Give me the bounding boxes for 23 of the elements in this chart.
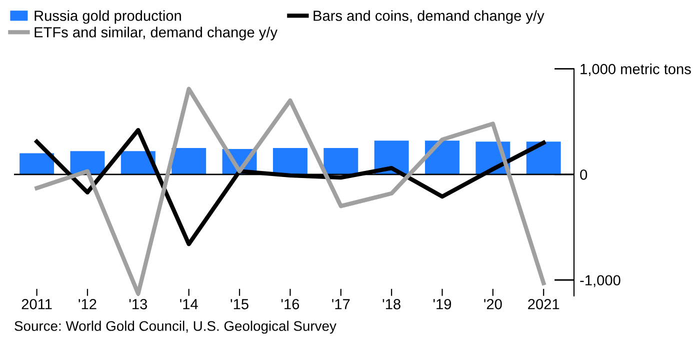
legend-label: Russia gold production <box>34 10 181 24</box>
x-tick-label: '19 <box>433 299 452 310</box>
x-tick-label: 2021 <box>528 299 560 310</box>
x-tick-label: '13 <box>129 299 148 310</box>
legend-label: Bars and coins, demand change y/y <box>314 10 544 24</box>
x-tick-label: '15 <box>230 299 248 310</box>
x-tick-label: '12 <box>78 299 96 310</box>
bar <box>272 148 308 174</box>
legend-label: ETFs and similar, demand change y/y <box>34 26 278 40</box>
x-tick-label: 2011 <box>22 299 52 310</box>
y-tick-label: 1,000 metric tons <box>580 64 691 76</box>
x-tick-label: '16 <box>281 299 300 310</box>
x-tick-label: '14 <box>180 299 198 310</box>
line-series <box>34 86 546 296</box>
bar <box>172 148 206 174</box>
x-tick-label: '17 <box>332 299 350 310</box>
source-note: Source: World Gold Council, U.S. Geological Survey <box>14 320 336 334</box>
bar <box>324 148 358 174</box>
bar <box>20 153 54 174</box>
y-tick-label: -1,000 <box>580 275 620 288</box>
x-tick-label: '20 <box>484 299 502 310</box>
y-tick-label: 0 <box>580 170 588 180</box>
x-tick-label: '18 <box>382 299 400 310</box>
